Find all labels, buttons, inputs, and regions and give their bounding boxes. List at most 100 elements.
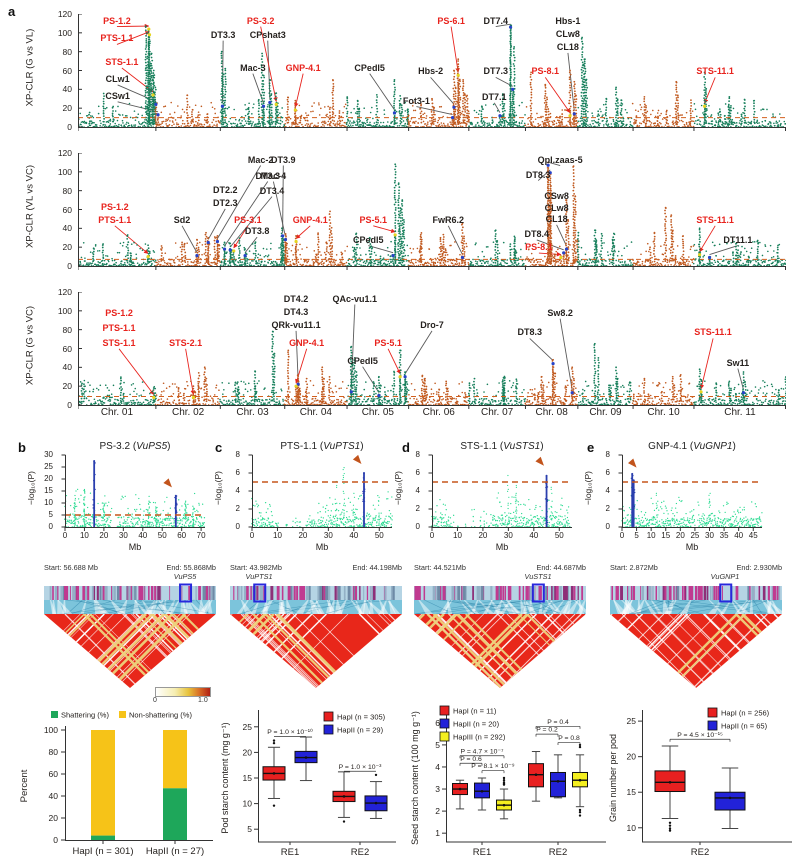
bar-shattering — [163, 788, 187, 840]
y-tick-label: 120 — [57, 287, 72, 297]
outlier-dot — [578, 745, 582, 749]
annotation-label: Fot3-1 — [402, 95, 430, 106]
y-tick-label: 80 — [62, 46, 72, 57]
y-tick-label: 0 — [67, 122, 72, 132]
gwas-plot-canvas — [55, 451, 207, 535]
y-tick-label: 80 — [62, 185, 72, 196]
annotation-label: GNP-4.1 — [292, 214, 328, 225]
outlier-dot — [272, 739, 276, 742]
annotation-label: DT8.3 — [525, 169, 551, 180]
annotation-label: CSw1 — [105, 90, 130, 101]
title-text: ) — [360, 441, 364, 452]
x-category-label: HapI (n = 301) — [73, 846, 134, 857]
y-tick-label: 6 — [605, 468, 610, 477]
y-tick-label: 30 — [44, 450, 53, 459]
region-end: End: 44.687Mb — [536, 563, 587, 572]
x-tick-label: 0 — [249, 531, 255, 540]
region-end: End: 2.930Mb — [736, 563, 782, 572]
annotation-label: CLw1 — [105, 73, 130, 84]
mean-dot — [374, 801, 378, 805]
legend-swatch — [439, 705, 450, 716]
region-start: Start: 2.872Mb — [610, 563, 658, 572]
y-axis-label: Percent — [19, 769, 30, 802]
y-tick-label: 100 — [57, 305, 72, 316]
x-tick-label: 15 — [661, 531, 671, 540]
annotation-label: Qpl.zaas-5 — [537, 154, 583, 165]
annotation-label: Dro-7 — [420, 319, 444, 330]
x-tick-label: 50 — [374, 531, 384, 540]
title-text: ) — [167, 441, 171, 452]
outlier-dot — [502, 776, 506, 780]
y-tick-label: 4 — [605, 486, 610, 495]
legend-label: Shattering (%) — [61, 711, 109, 720]
legend-label: HapII (n = 20) — [453, 720, 500, 729]
y-axis-label-logp: −log₁₀(P) — [26, 470, 36, 506]
axis — [446, 710, 606, 843]
outlier-dot — [272, 804, 276, 807]
annotation-label: DT3.9 — [271, 154, 296, 165]
annotation-label: DT11.1 — [723, 234, 753, 245]
y-axis-label: Seed starch content (100 mg g⁻¹) — [410, 711, 420, 845]
annotation-label: DT8.3 — [517, 327, 542, 338]
annotation-label: PS-8.1 — [531, 66, 560, 77]
x-tick-label: 20 — [675, 531, 685, 540]
x-tick-label: 40 — [529, 531, 539, 540]
p-value-label: P = 0.6 — [460, 756, 482, 763]
chromosome-axis-label: Chr. 01 — [100, 407, 134, 418]
outlier-dot — [668, 829, 672, 832]
mean-dot — [480, 789, 484, 793]
mean-dot — [342, 795, 346, 798]
y-tick-label: 100 — [57, 166, 72, 177]
x-tick-label: 30 — [705, 531, 714, 540]
gwas-plot-canvas — [422, 451, 574, 535]
legend-label: Non-shattering (%) — [129, 711, 192, 720]
x-tick-label: 50 — [157, 531, 167, 540]
y-tick-label: 20 — [243, 747, 253, 757]
gene-name: VuPS5 — [136, 441, 168, 452]
group-label: RE2 — [351, 847, 369, 858]
outlier-dot — [502, 779, 506, 782]
x-tick-label: 5 — [634, 531, 639, 540]
outlier-dot — [502, 781, 506, 784]
title-text: ) — [540, 441, 544, 452]
x-tick-label: 20 — [99, 531, 109, 540]
annotation-label: DT7.3 — [483, 66, 508, 77]
y-axis-label-logp: −log₁₀(P) — [583, 470, 593, 506]
mean-dot — [556, 780, 560, 783]
annotation-label: GNP-4.1 — [285, 62, 321, 73]
annotation-label: CL18 — [556, 41, 579, 52]
chromosome-axis-label: Chr. 08 — [535, 407, 568, 418]
mean-dot — [668, 780, 672, 784]
annotation-label: STS-11.1 — [696, 214, 734, 225]
annotation-label: CSw8 — [544, 191, 569, 202]
panel-label-a: a — [8, 4, 16, 19]
ld-heatmap-canvas — [610, 576, 782, 692]
y-tick-label: 100 — [44, 725, 58, 735]
annotation-label: Sw8.2 — [547, 307, 573, 318]
annotation-label: DT2.3 — [212, 197, 238, 208]
y-tick-label: 60 — [62, 343, 72, 354]
y-tick-label: 120 — [57, 148, 72, 158]
y-axis-label-xpclr: XP-CLR (G vs VL) — [24, 28, 36, 107]
ld-region-b: Start: 56.688 Mb End: 55.868Mb — [44, 563, 216, 572]
legend-label: HapI (n = 256) — [721, 709, 770, 718]
annotation-label: FwR6.2 — [432, 214, 465, 225]
region-start: Start: 44.521Mb — [414, 563, 466, 572]
legend-swatch — [707, 707, 718, 718]
annotation-label: QAc-vu1.1 — [332, 293, 378, 304]
annotation-label: DT7.1 — [482, 91, 507, 102]
x-tick-label: 30 — [503, 531, 513, 540]
x-tick-label: 30 — [118, 531, 128, 540]
y-tick-label: 100 — [57, 27, 72, 38]
y-tick-label: 80 — [62, 324, 72, 335]
chromosome-axis-label: Chr. 09 — [589, 407, 622, 418]
annotation-label: STS-2.1 — [169, 337, 203, 348]
p-value-label: P = 0.8 — [558, 735, 580, 742]
y-tick-label: 0 — [67, 261, 72, 271]
y-tick-label: 0 — [235, 522, 240, 531]
annotation-label: DT3.4 — [259, 185, 285, 196]
box — [550, 771, 566, 798]
y-tick-label: 40 — [62, 362, 72, 373]
chromosome-axis-label: Chr. 05 — [361, 407, 394, 418]
legend-swatch — [439, 718, 450, 729]
